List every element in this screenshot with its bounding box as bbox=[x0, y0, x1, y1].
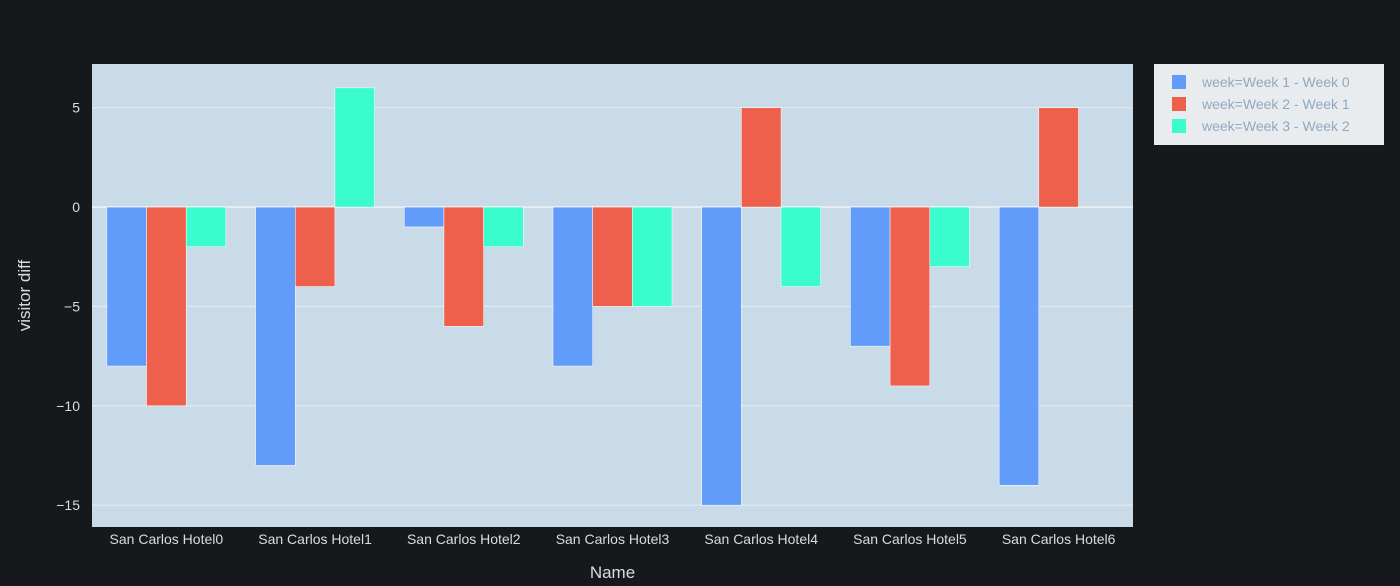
legend-swatch-3[interactable] bbox=[1172, 119, 1186, 133]
bar-2-0[interactable] bbox=[146, 206, 187, 407]
y-tick-label: 5 bbox=[72, 100, 80, 116]
x-tick-label: San Carlos Hotel0 bbox=[110, 531, 224, 547]
bar-3-3[interactable] bbox=[632, 206, 673, 307]
y-axis-title: visitor diff bbox=[15, 259, 34, 331]
legend-swatch-2[interactable] bbox=[1172, 97, 1186, 111]
bar-3-1[interactable] bbox=[334, 87, 375, 208]
x-tick-label: San Carlos Hotel3 bbox=[556, 531, 670, 547]
x-axis-ticks: San Carlos Hotel0 San Carlos Hotel1 San Ca… bbox=[110, 531, 1116, 547]
legend-label-3[interactable]: week=Week 3 - Week 2 bbox=[1201, 118, 1350, 134]
y-axis-ticks: 5 0 −5 −10 −15 bbox=[56, 100, 80, 513]
bar-1-2[interactable] bbox=[404, 206, 445, 228]
x-tick-label: San Carlos Hotel2 bbox=[407, 531, 521, 547]
x-tick-label: San Carlos Hotel5 bbox=[853, 531, 967, 547]
bar-1-5[interactable] bbox=[850, 206, 891, 347]
bar-2-1[interactable] bbox=[294, 206, 336, 287]
bar-1-6[interactable] bbox=[998, 206, 1040, 486]
y-tick-label: −10 bbox=[56, 398, 80, 414]
bar-3-4[interactable] bbox=[780, 206, 821, 287]
bar-3-5[interactable] bbox=[929, 206, 970, 267]
bar-2-5[interactable] bbox=[889, 206, 931, 387]
bar-2-2[interactable] bbox=[443, 206, 484, 327]
x-tick-label: San Carlos Hotel6 bbox=[1002, 531, 1116, 547]
bars bbox=[106, 87, 1079, 506]
bar-3-2[interactable] bbox=[483, 206, 524, 248]
bar-3-0[interactable] bbox=[185, 206, 227, 248]
legend-swatch-1[interactable] bbox=[1172, 75, 1186, 89]
bar-1-1[interactable] bbox=[255, 206, 296, 466]
x-axis-title: Name bbox=[590, 563, 635, 582]
legend: week=Week 1 - Week 0 week=Week 2 - Week 1… bbox=[1154, 64, 1384, 145]
bar-2-6[interactable] bbox=[1038, 107, 1079, 208]
y-tick-label: 0 bbox=[72, 199, 80, 215]
y-tick-label: −15 bbox=[56, 497, 80, 513]
y-tick-label: −5 bbox=[64, 298, 80, 314]
x-tick-label: San Carlos Hotel4 bbox=[704, 531, 818, 547]
legend-box bbox=[1154, 64, 1384, 145]
bar-1-4[interactable] bbox=[701, 206, 742, 506]
bar-1-0[interactable] bbox=[106, 206, 147, 367]
bar-2-3[interactable] bbox=[592, 206, 633, 307]
bar-1-3[interactable] bbox=[552, 206, 593, 367]
legend-label-1[interactable]: week=Week 1 - Week 0 bbox=[1201, 74, 1350, 90]
x-tick-label: San Carlos Hotel1 bbox=[258, 531, 372, 547]
legend-label-2[interactable]: week=Week 2 - Week 1 bbox=[1201, 96, 1350, 112]
bar-2-4[interactable] bbox=[741, 107, 782, 208]
